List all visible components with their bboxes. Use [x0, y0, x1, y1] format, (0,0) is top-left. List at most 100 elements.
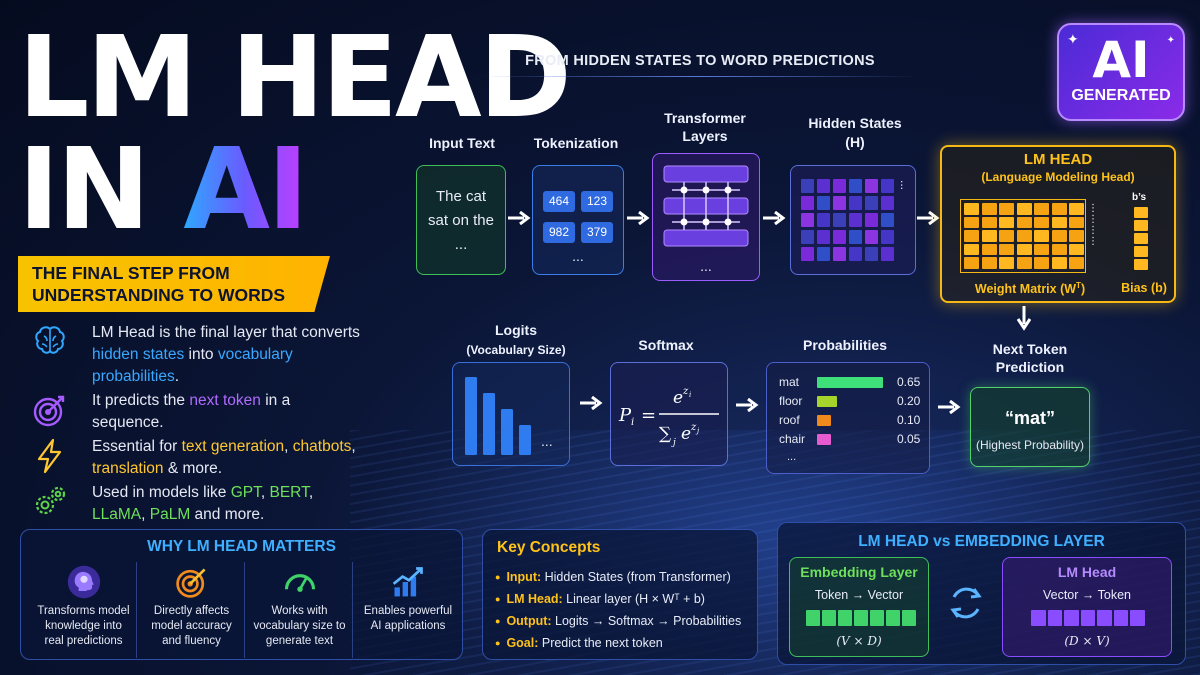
banner-line2: UNDERSTANDING TO WORDS [32, 285, 286, 305]
probability-row: chair 0.05 [779, 430, 925, 449]
transformer-box: ... [652, 153, 760, 281]
arrow-icon [917, 211, 940, 225]
sparkle-icon: ✦ [1067, 31, 1079, 47]
weight-cell [1051, 203, 1067, 215]
hidden-state-cell [849, 179, 862, 193]
concept-list: ● Input: Hidden States (from Transformer)… [495, 566, 755, 654]
bias-top-label: b’s [1132, 192, 1147, 203]
target-icon [174, 564, 210, 600]
probability-value: 0.65 [897, 375, 921, 389]
probability-word: floor [779, 394, 803, 408]
hidden-state-cell [865, 213, 878, 227]
weight-cell [999, 257, 1014, 269]
ai-generated-badge: ✦ ✦ AI GENERATED [1057, 23, 1185, 121]
subtitle-banner: THE FINAL STEP FROM UNDERSTANDING TO WOR… [18, 256, 330, 312]
bias-cell [1134, 246, 1148, 257]
token-chip: 464 [543, 191, 575, 212]
probability-bar [817, 377, 883, 388]
lightning-icon [37, 438, 62, 474]
probability-word: chair [779, 432, 806, 446]
feature-text: Essential for text generation, chatbots,… [92, 438, 356, 477]
hidden-state-cell [881, 247, 894, 261]
weight-cell [1051, 230, 1067, 242]
probabilities-ellipsis: ... [787, 451, 797, 463]
weight-cell [981, 243, 997, 256]
badge-ai: AI [1092, 31, 1150, 89]
bias-cell [1134, 220, 1148, 231]
hidden-state-cell [833, 196, 846, 210]
bias-cell [1134, 233, 1148, 244]
bias-vector [1134, 207, 1148, 271]
lm-head-subtitle: (Language Modeling Head) [981, 170, 1135, 184]
arrow-icon [938, 400, 961, 414]
input-text-label: Input Text [429, 135, 495, 151]
page-title-line2: IN AI [18, 134, 309, 246]
hidden-state-cell [849, 213, 862, 227]
hidden-state-cell [833, 230, 846, 244]
concept-item: ● LM Head: Linear layer (H × Wᵀ + b) [495, 588, 755, 610]
probability-list: mat 0.65 floor 0.20 roof 0.10 chair 0.05 [779, 373, 925, 449]
tokenization-label: Tokenization [533, 135, 619, 151]
badge-generated: GENERATED [1071, 87, 1171, 104]
probabilities-box: mat 0.65 floor 0.20 roof 0.10 chair 0.05 ... [766, 362, 930, 474]
weight-cell [981, 216, 997, 229]
embedding-layer-card: Embedding Layer Token → Vector (V × D) [789, 557, 929, 657]
compare-title: LM HEAD vs EMBEDDING LAYER [858, 533, 1105, 550]
arrow-icon [508, 211, 531, 225]
probability-word: mat [779, 375, 800, 389]
hidden-states-symbol: (H) [845, 134, 865, 150]
probability-value: 0.20 [897, 394, 921, 408]
vector-cell [822, 610, 836, 626]
lm-head-box: LM HEAD (Language Modeling Head) ⋮ ⋮ ⋮ ⋮ b’… [940, 145, 1176, 303]
why-item: Directly affects model accuracy and flue… [139, 562, 245, 658]
svg-text:e: e [681, 424, 691, 444]
hidden-ellipsis: ... [898, 180, 912, 191]
hidden-state-cell [865, 196, 878, 210]
why-item-text: Works with vocabulary size to generate t… [253, 605, 346, 647]
weight-cell [1034, 230, 1049, 242]
softmax-box: P i = e z i ∑ j e z j [610, 362, 728, 466]
logit-bar [519, 425, 531, 455]
vector-cell [1130, 610, 1145, 626]
banner-line1: THE FINAL STEP FROM [32, 263, 230, 283]
concept-key: LM Head: [506, 592, 567, 606]
weight-cell [1069, 216, 1084, 229]
probability-row: mat 0.65 [779, 373, 925, 392]
next-token-box: “mat” (Highest Probability) [970, 387, 1090, 467]
hidden-state-cell [881, 179, 894, 193]
weight-cell [1051, 257, 1067, 269]
svg-text:P: P [618, 405, 632, 426]
hidden-state-cell [801, 196, 814, 210]
weight-cell [1016, 230, 1032, 242]
probability-row: roof 0.10 [779, 411, 925, 430]
weight-cell [964, 243, 979, 256]
title-ai: AI [183, 125, 308, 255]
concept-key: Goal: [506, 636, 542, 650]
hidden-state-cell [849, 247, 862, 261]
sparkle-icon: ✦ [1166, 35, 1175, 46]
concepts-title: Key Concepts [497, 539, 601, 556]
token-chip: 123 [581, 191, 613, 212]
hidden-state-cell [833, 179, 846, 193]
token-chip: 982 [543, 222, 575, 243]
weight-cell [964, 203, 979, 215]
weight-cell [1016, 243, 1032, 256]
why-title: WHY LM HEAD MATTERS [147, 538, 336, 555]
feature-item: Used in models like GPT, BERT, LLaMA, Pa… [32, 482, 352, 528]
hidden-state-cell [817, 196, 830, 210]
feature-text: LM Head is the final layer that converts… [92, 324, 360, 385]
swap-cycle-icon [950, 587, 982, 619]
logits-label: Logits [495, 322, 537, 338]
hidden-state-cell [801, 213, 814, 227]
weight-cell [999, 203, 1014, 215]
svg-text:z: z [690, 422, 697, 433]
bullet-dot: ● [495, 572, 501, 582]
hidden-state-cell [833, 247, 846, 261]
weight-cell [1034, 203, 1049, 215]
next-token-word: “mat” [1004, 408, 1055, 428]
hidden-state-cell [881, 196, 894, 210]
hidden-states-label: Hidden States [808, 115, 902, 131]
concept-item: ● Output: Logits → Softmax → Probabilitie… [495, 610, 755, 632]
weight-cell [999, 216, 1014, 229]
input-text-line2: sat on the [428, 212, 494, 229]
